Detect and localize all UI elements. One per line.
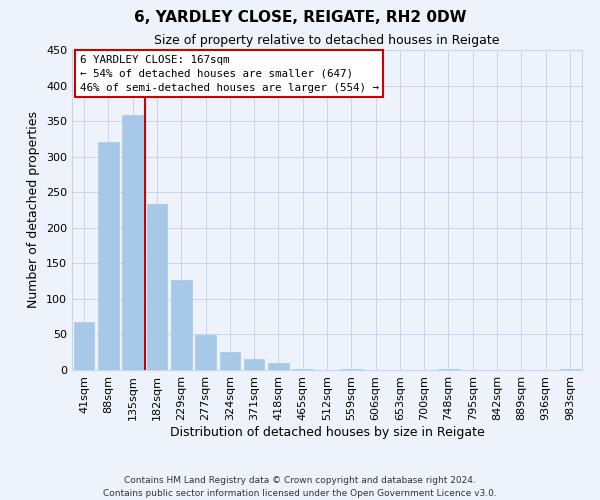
Bar: [122, 116, 143, 370]
Bar: [341, 368, 362, 370]
Bar: [146, 204, 167, 370]
Bar: [98, 142, 119, 370]
Bar: [195, 335, 216, 370]
Bar: [560, 368, 580, 370]
Bar: [171, 280, 191, 370]
Y-axis label: Number of detached properties: Number of detached properties: [28, 112, 40, 308]
Text: 6 YARDLEY CLOSE: 167sqm
← 54% of detached houses are smaller (647)
46% of semi-d: 6 YARDLEY CLOSE: 167sqm ← 54% of detache…: [80, 55, 379, 93]
Bar: [244, 360, 265, 370]
X-axis label: Distribution of detached houses by size in Reigate: Distribution of detached houses by size …: [170, 426, 484, 438]
Bar: [268, 363, 289, 370]
Bar: [438, 368, 459, 370]
Text: 6, YARDLEY CLOSE, REIGATE, RH2 0DW: 6, YARDLEY CLOSE, REIGATE, RH2 0DW: [134, 10, 466, 25]
Bar: [74, 322, 94, 370]
Title: Size of property relative to detached houses in Reigate: Size of property relative to detached ho…: [154, 34, 500, 48]
Text: Contains HM Land Registry data © Crown copyright and database right 2024.
Contai: Contains HM Land Registry data © Crown c…: [103, 476, 497, 498]
Bar: [292, 368, 313, 370]
Bar: [220, 352, 240, 370]
